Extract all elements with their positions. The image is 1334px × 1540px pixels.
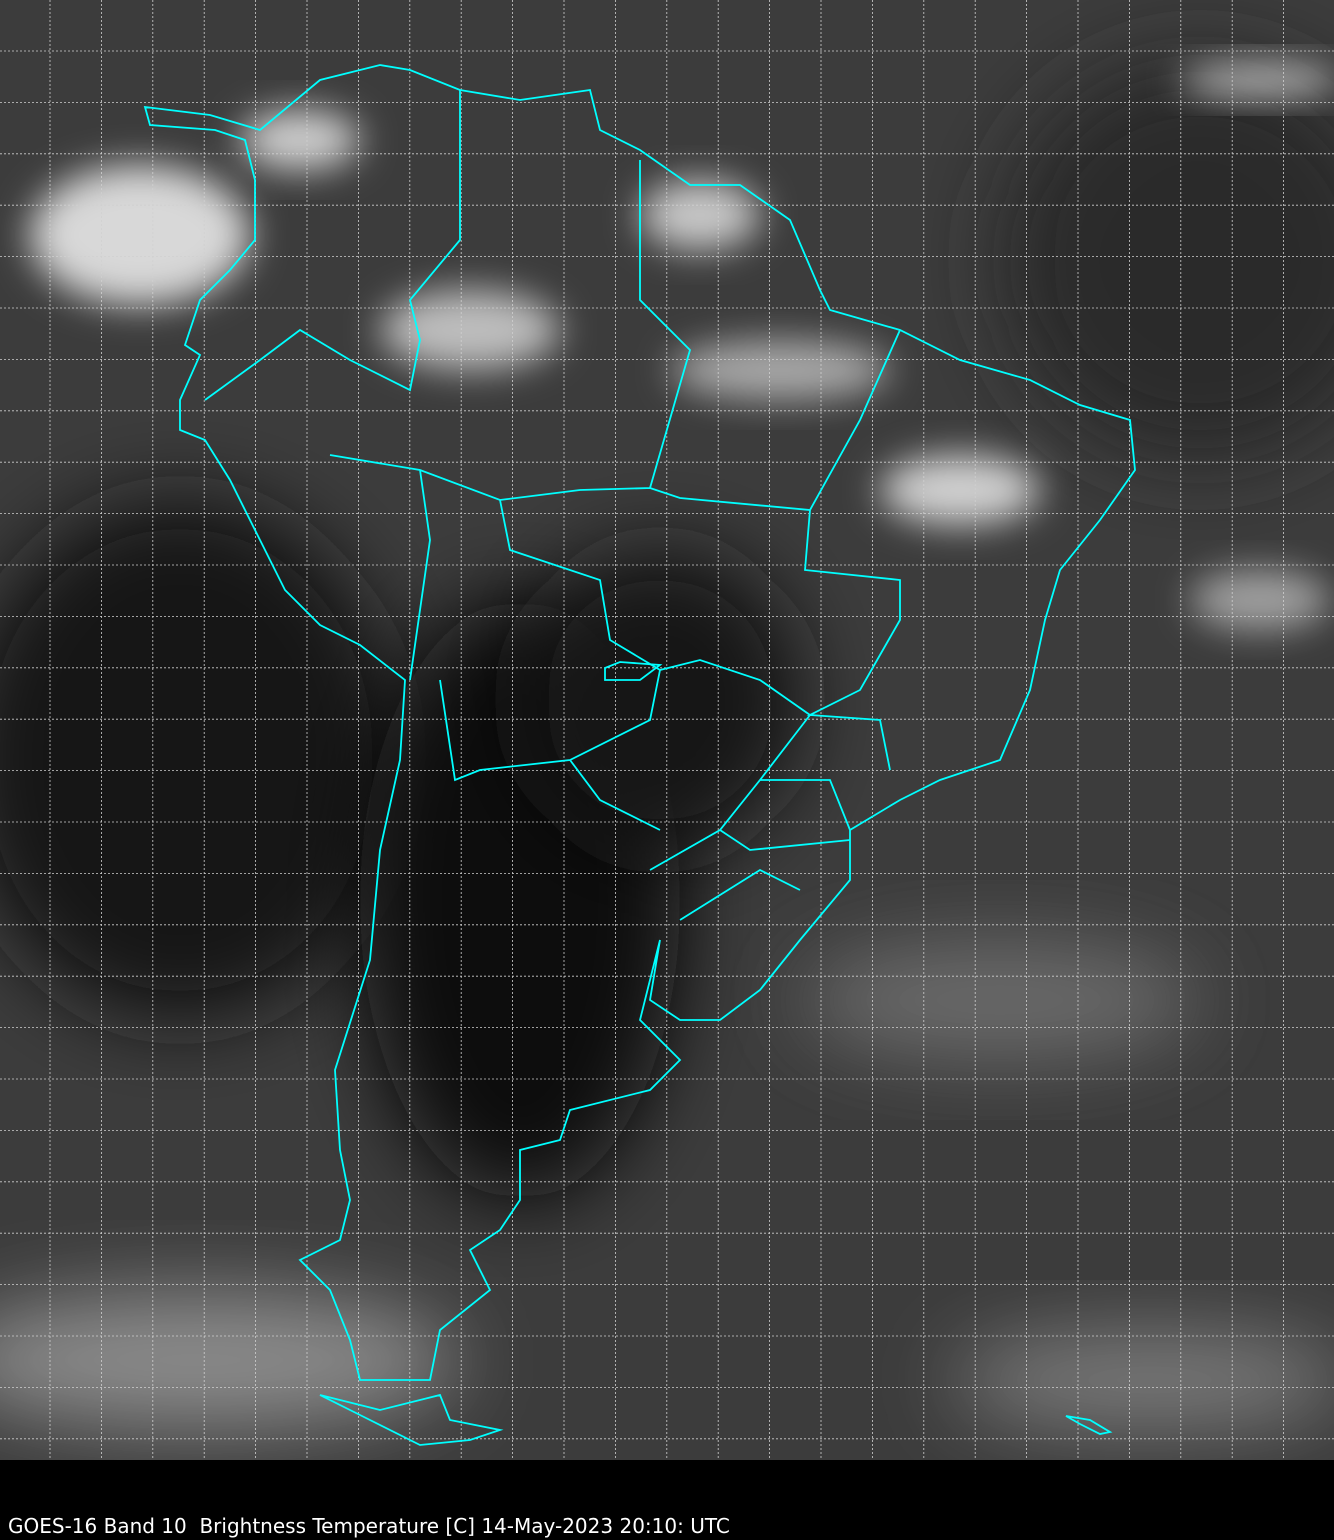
south-america-coastline — [143, 64, 1136, 1381]
lat-lon-grid — [0, 0, 1334, 1460]
map-canvas — [0, 0, 1334, 1460]
image-caption: GOES-16 Band 10 Brightness Temperature [… — [8, 1514, 730, 1538]
clouds — [30, 62, 1334, 630]
country-borders — [143, 64, 1136, 1446]
satellite-image — [0, 0, 1334, 1460]
internal-borders — [204, 90, 901, 921]
tierra-del-fuego — [319, 1393, 504, 1446]
falkland-islands — [604, 661, 663, 681]
south-georgia — [1065, 1415, 1113, 1435]
